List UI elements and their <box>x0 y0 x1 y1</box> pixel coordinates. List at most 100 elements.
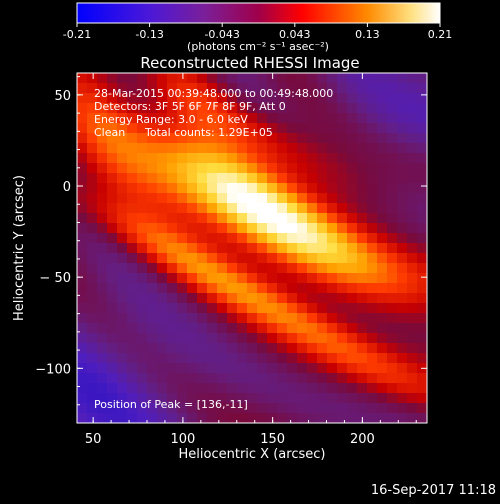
heatmap-cell <box>207 243 217 253</box>
heatmap-cell <box>147 113 157 123</box>
heatmap-cell <box>337 193 347 203</box>
heatmap-cell <box>267 253 277 263</box>
heatmap-cell <box>287 403 297 413</box>
heatmap-cell <box>317 363 327 373</box>
heatmap-cell <box>197 213 207 223</box>
heatmap-cell <box>97 353 107 363</box>
heatmap-cell <box>127 373 137 383</box>
heatmap-cell <box>387 273 397 283</box>
heatmap-cell <box>97 113 107 123</box>
heatmap-cell <box>417 223 427 233</box>
heatmap-cell <box>257 113 267 123</box>
heatmap-cell <box>237 73 247 83</box>
heatmap-cell <box>237 373 247 383</box>
heatmap-cell <box>417 343 427 353</box>
heatmap-cell <box>247 363 257 373</box>
heatmap-cell <box>247 323 257 333</box>
heatmap-cell <box>327 183 337 193</box>
heatmap-cell <box>177 163 187 173</box>
heatmap-cell <box>267 133 277 143</box>
heatmap-cell <box>357 123 367 133</box>
heatmap-cell <box>377 303 387 313</box>
heatmap-cell <box>307 83 317 93</box>
heatmap-cell <box>407 93 417 103</box>
heatmap-cell <box>317 173 327 183</box>
heatmap-cell <box>287 113 297 123</box>
heatmap-cell <box>227 413 237 423</box>
heatmap-cell <box>207 203 217 213</box>
heatmap-cell <box>417 83 427 93</box>
heatmap-cell <box>387 373 397 383</box>
heatmap-cell <box>217 143 227 153</box>
heatmap-cell <box>267 363 277 373</box>
heatmap-cell <box>227 73 237 83</box>
heatmap-cell <box>177 283 187 293</box>
heatmap-cell <box>367 383 377 393</box>
heatmap-cell <box>157 133 167 143</box>
heatmap-cell <box>307 333 317 343</box>
heatmap-cell <box>347 123 357 133</box>
heatmap-cell <box>127 253 137 263</box>
heatmap-cell <box>147 203 157 213</box>
heatmap-cell <box>207 143 217 153</box>
heatmap-cell <box>327 283 337 293</box>
heatmap-cell <box>297 413 307 423</box>
heatmap-cell <box>317 203 327 213</box>
heatmap-cell <box>197 393 207 403</box>
heatmap-cell <box>107 213 117 223</box>
heatmap-cell <box>317 103 327 113</box>
heatmap-cell <box>227 223 237 233</box>
heatmap-cell <box>177 153 187 163</box>
heatmap-cell <box>257 243 267 253</box>
heatmap-cell <box>87 413 97 423</box>
heatmap-cell <box>187 363 197 373</box>
heatmap-cell <box>77 153 87 163</box>
heatmap-cell <box>137 343 147 353</box>
heatmap-cell <box>147 83 157 93</box>
heatmap-cell <box>297 253 307 263</box>
heatmap-cell <box>387 93 397 103</box>
heatmap-cell <box>227 363 237 373</box>
heatmap-cell <box>217 293 227 303</box>
heatmap-cell <box>177 353 187 363</box>
heatmap-cell <box>287 93 297 103</box>
heatmap-cell <box>397 343 407 353</box>
heatmap-cell <box>267 413 277 423</box>
y-tick-label: − 50 <box>39 271 71 286</box>
heatmap-cell <box>297 373 307 383</box>
heatmap-cell <box>277 343 287 353</box>
heatmap-cell <box>377 293 387 303</box>
heatmap-cell <box>147 163 157 173</box>
heatmap-cell <box>147 403 157 413</box>
heatmap-cell <box>397 143 407 153</box>
heatmap-cell <box>327 123 337 133</box>
heatmap-cell <box>407 323 417 333</box>
heatmap-cell <box>287 343 297 353</box>
heatmap-cell <box>107 393 117 403</box>
heatmap-cell <box>407 273 417 283</box>
heatmap-cell <box>337 343 347 353</box>
heatmap-cell <box>227 353 237 363</box>
heatmap-cell <box>147 263 157 273</box>
heatmap-cell <box>147 293 157 303</box>
heatmap-cell <box>377 93 387 103</box>
heatmap-cell <box>227 93 237 103</box>
heatmap-cell <box>297 83 307 93</box>
heatmap-cells <box>77 73 427 423</box>
heatmap-cell <box>387 73 397 83</box>
heatmap-cell <box>157 243 167 253</box>
colorbar-tick-label: -0.21 <box>63 28 91 41</box>
heatmap-cell <box>377 403 387 413</box>
heatmap-cell <box>347 73 357 83</box>
heatmap-cell <box>367 293 377 303</box>
heatmap-cell <box>297 363 307 373</box>
heatmap-cell <box>247 73 257 83</box>
heatmap-cell <box>167 153 177 163</box>
heatmap-cell <box>347 383 357 393</box>
heatmap-cell <box>77 393 87 403</box>
heatmap-cell <box>347 103 357 113</box>
heatmap-cell <box>217 343 227 353</box>
heatmap-cell <box>347 403 357 413</box>
heatmap-cell <box>177 113 187 123</box>
